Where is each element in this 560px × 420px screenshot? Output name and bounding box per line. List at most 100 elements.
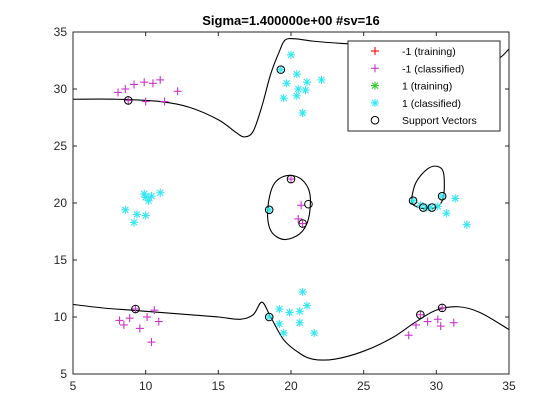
point-1-classified-5 (148, 79, 157, 88)
ast-d2 (409, 197, 417, 205)
legend-marker-1-classified (371, 64, 379, 73)
point-1-classified-38 (442, 209, 451, 218)
point-1-classified-15 (135, 324, 144, 333)
point-support-vectors-11 (427, 203, 437, 212)
ast-d2 (371, 99, 379, 107)
point-1-classified-4 (140, 78, 149, 87)
ast-d2 (451, 195, 459, 202)
circle-shape (286, 174, 296, 184)
circle-shape (304, 199, 313, 209)
circle-shape (298, 219, 307, 228)
point-support-vectors-8 (298, 219, 307, 228)
point-1-classified-17 (150, 306, 159, 315)
point-1-classified-23 (298, 219, 307, 228)
point-1-classified-19 (147, 192, 156, 201)
point-1-classified-17 (144, 196, 153, 205)
ast-d2 (299, 288, 307, 296)
circle-shape (264, 205, 274, 215)
ast-d2 (148, 192, 155, 200)
point-support-vectors-3 (131, 304, 140, 314)
ast-d2 (310, 329, 318, 337)
point-1-classified-22 (294, 214, 303, 223)
point-1-classified-24 (285, 308, 294, 317)
point-1-classified-26 (275, 319, 284, 328)
ast-d2 (142, 212, 150, 219)
circle-shape (131, 304, 140, 314)
point-1-classified-29 (438, 303, 447, 312)
ast-d2 (287, 51, 295, 59)
point-1-classified-20 (156, 188, 165, 197)
legend-marker-1-training (371, 81, 379, 90)
point-support-vectors-14 (437, 303, 447, 313)
y-tick-label-25: 25 (54, 139, 68, 153)
point-1-classified-4 (302, 78, 311, 87)
legend-label-1-classified: 1 (classified) (402, 98, 461, 110)
circle-shape (264, 312, 274, 322)
ast-d2 (277, 66, 285, 74)
point-1-classified-20 (287, 175, 295, 184)
x-tick-label-25: 25 (357, 379, 371, 393)
point-1-classified-3 (292, 70, 301, 79)
point-support-vectors-4 (264, 312, 274, 322)
circle-shape (370, 115, 380, 125)
point-support-vectors-12 (437, 191, 447, 201)
point-1-classified-40 (462, 220, 471, 229)
point-1-classified-9 (141, 97, 150, 106)
point-1-classified-29 (302, 301, 311, 310)
x-tick-label-35: 35 (502, 379, 516, 393)
point-1-classified-2 (276, 65, 285, 74)
ast-d2 (140, 190, 148, 198)
ast-d2 (443, 209, 450, 217)
ast-d2 (303, 302, 311, 309)
point-1-classified-18 (154, 317, 163, 326)
markers-group (114, 50, 471, 347)
point-1-classified-7 (173, 87, 182, 96)
x-tick-label-20: 20 (284, 379, 298, 393)
legend-label-support-vectors: Support Vectors (402, 115, 477, 127)
circle-shape (437, 303, 447, 313)
point-1-classified-21 (297, 201, 306, 210)
y-tick-label-15: 15 (54, 253, 68, 267)
y-tick-label-35: 35 (54, 25, 68, 39)
ast-d2 (463, 221, 471, 229)
point-1-classified-8 (301, 86, 310, 95)
point-1-classified-11 (298, 108, 307, 117)
ast-d2 (130, 218, 138, 226)
point-1-classified-10 (292, 91, 301, 100)
circle-shape (123, 96, 133, 105)
ast-d2 (265, 313, 273, 321)
point-support-vectors-9 (408, 196, 418, 206)
point-support-vectors-7 (304, 199, 313, 209)
point-1-classified-1 (287, 50, 295, 59)
point-1-classified-5 (317, 75, 326, 84)
point-1-classified-30 (436, 322, 445, 331)
point-1-classified-28 (295, 318, 304, 327)
ast-d2 (280, 94, 288, 102)
ast-d2 (303, 78, 311, 86)
ast-d2 (142, 193, 150, 201)
point-1-classified-25 (295, 307, 304, 316)
legend-marker-1-classified (371, 98, 379, 107)
decision-boundary-2 (73, 301, 509, 361)
point-1-classified-16 (143, 313, 152, 321)
point-1-classified-28 (433, 315, 442, 324)
point-1-classified-13 (130, 218, 139, 227)
ast-d2 (283, 79, 291, 87)
y-tick-label-20: 20 (54, 196, 68, 210)
ast-d2 (302, 86, 309, 94)
point-support-vectors-5 (286, 174, 296, 184)
legend-label-1-training: 1 (training) (402, 81, 452, 93)
ast-d2 (275, 305, 283, 313)
circle-shape (416, 310, 425, 320)
legend: -1 (training) -1 (classified) 1 (training)… (347, 40, 501, 132)
ast-d2 (296, 319, 304, 327)
chart-title: Sigma=1.400000e+00 #sv=16 (202, 13, 379, 28)
y-tick-label-5: 5 (60, 367, 67, 381)
ast-d2 (299, 109, 307, 117)
point-support-vectors-13 (416, 310, 425, 320)
point-1-classified-37 (438, 192, 447, 201)
ast-d2 (121, 206, 129, 214)
point-support-vectors-10 (418, 203, 428, 212)
y-tick-label-30: 30 (54, 82, 68, 96)
point-1-classified-1 (114, 88, 123, 97)
